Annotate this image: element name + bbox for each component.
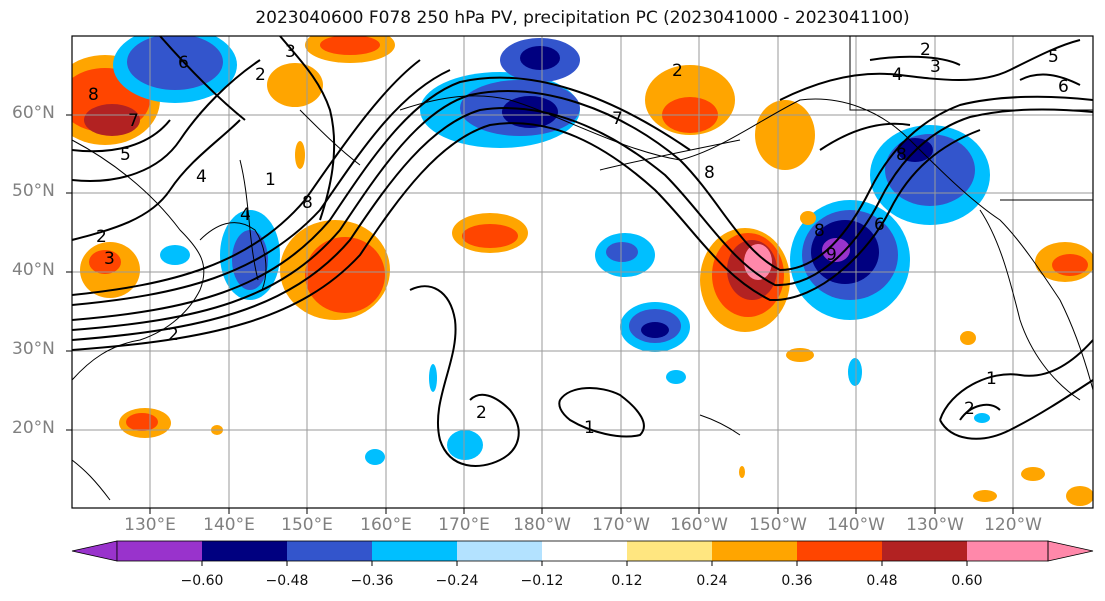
contour-label: 8 [704, 163, 715, 183]
lat-label: 40°N [12, 260, 55, 280]
colorbar-segment [967, 541, 1048, 561]
lat-label: 50°N [12, 181, 55, 201]
map-title: 2023040600 F078 250 hPa PV, precipitatio… [255, 8, 910, 28]
colorbar-tick-label: −0.12 [520, 573, 564, 589]
lat-label: 20°N [12, 418, 55, 438]
contour-label: 6 [1058, 77, 1069, 97]
graticule [72, 36, 1093, 508]
colorbar [71, 540, 1094, 566]
contour-label: 3 [285, 42, 296, 62]
colorbar-tick-label: −0.24 [435, 573, 479, 589]
contour-label: 3 [930, 57, 941, 77]
lat-label: 30°N [12, 339, 55, 359]
lon-label: 150°W [749, 515, 807, 535]
lon-label: 140°E [203, 515, 255, 535]
colorbar-segment [542, 541, 627, 561]
colorbar-segment [287, 541, 372, 561]
colorbar-tick-label: 0.24 [696, 573, 728, 589]
contour-label: 7 [612, 109, 623, 129]
contour-label: 1 [584, 418, 595, 438]
colorbar-segment [627, 541, 712, 561]
lon-label: 170°E [438, 515, 490, 535]
colorbar-segment [1047, 540, 1094, 562]
contour-label: 2 [168, 325, 179, 345]
contour-label: 2 [672, 61, 683, 81]
colorbar-segment [712, 541, 797, 561]
colorbar-tick-label: −0.36 [350, 573, 394, 589]
contour-label: 1 [986, 369, 997, 389]
lon-label: 150°E [281, 515, 333, 535]
colorbar-segment [797, 541, 882, 561]
contour-label: 4 [892, 65, 903, 85]
contour-label: 8 [814, 221, 825, 241]
contour-label: 5 [120, 145, 131, 165]
contour-label: 2 [920, 40, 931, 60]
contour-label: 8 [896, 145, 907, 165]
colorbar-tick-label: −0.48 [265, 573, 309, 589]
contour-label: 6 [874, 215, 885, 235]
colorbar-segment [71, 540, 118, 562]
contour-label: 7 [128, 111, 139, 131]
lon-label: 180°W [513, 515, 571, 535]
contour-label: 6 [178, 53, 189, 73]
colorbar-segment [457, 541, 542, 561]
colorbar-tick-label: −0.60 [180, 573, 224, 589]
contour-label: 9 [826, 245, 837, 265]
contour-label: 5 [1048, 47, 1059, 67]
contour-label: 1 [265, 170, 276, 190]
contour-label: 4 [240, 205, 251, 225]
colorbar-tick-label: 0.12 [611, 573, 643, 589]
axis-ticks [66, 114, 1014, 514]
contour-labels: 6 2 3 4 7 8 8 2 5 4 1 3 2 8 7 2 2 1 8 3 … [88, 40, 1069, 438]
contour-label: 4 [196, 167, 207, 187]
lon-label: 140°W [827, 515, 885, 535]
contour-label: 8 [302, 193, 313, 213]
lon-label: 160°W [670, 515, 728, 535]
lon-label: 160°E [360, 515, 412, 535]
lon-label: 130°E [124, 515, 176, 535]
contour-label: 8 [88, 85, 99, 105]
colorbar-segment [882, 541, 967, 561]
colorbar-tick-label: 0.60 [951, 573, 983, 589]
colorbar-tick-label: 0.36 [781, 573, 813, 589]
colorbar-segment [202, 541, 287, 561]
colorbar-segment [372, 541, 457, 561]
colorbar-tick-label: 0.48 [866, 573, 898, 589]
lon-label: 130°W [906, 515, 964, 535]
lat-label: 60°N [12, 103, 55, 123]
pv-contours [72, 36, 1093, 467]
lon-label: 120°W [984, 515, 1042, 535]
contour-label: 2 [476, 403, 487, 423]
colorbar-segment [117, 541, 202, 561]
contour-label: 3 [104, 249, 115, 269]
contour-label: 2 [96, 227, 107, 247]
lon-label: 170°W [592, 515, 650, 535]
contour-label: 2 [255, 65, 266, 85]
contour-label: 2 [964, 399, 975, 419]
